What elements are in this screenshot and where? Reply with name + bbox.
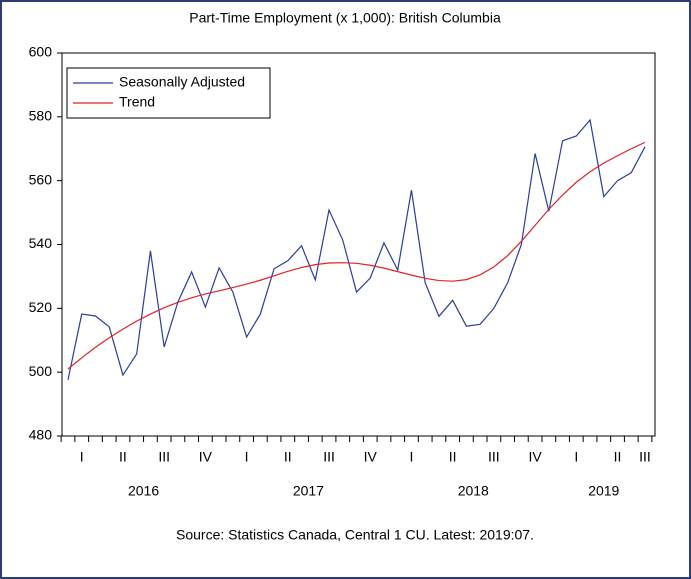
series-line <box>67 118 646 380</box>
chart-title: Part-Time Employment (x 1,000): British … <box>189 10 501 26</box>
source-note: Source: Statistics Canada, Central 1 CU.… <box>176 527 534 543</box>
y-tick-label: 520 <box>29 299 53 315</box>
legend-label: Seasonally Adjusted <box>119 74 245 90</box>
y-tick-label: 500 <box>29 363 53 379</box>
y-tick-label: 580 <box>29 108 53 124</box>
y-tick-label: 480 <box>29 427 53 443</box>
x-tick-label: I <box>245 449 249 465</box>
year-label: 2019 <box>588 483 619 499</box>
x-tick-label: I <box>410 449 414 465</box>
legend-box <box>66 67 271 119</box>
y-tick-label: 600 <box>29 44 53 60</box>
x-tick-label: II <box>119 449 127 465</box>
year-label: 2016 <box>128 483 159 499</box>
x-tick-label: I <box>574 449 578 465</box>
y-tick-label: 560 <box>29 171 53 187</box>
series-line <box>67 141 646 370</box>
x-tick-label: III <box>639 449 651 465</box>
x-tick-label: IV <box>364 449 378 465</box>
x-tick-label: III <box>158 449 170 465</box>
x-tick-label: III <box>323 449 335 465</box>
x-tick-label: I <box>80 449 84 465</box>
legend-label: Trend <box>119 94 155 110</box>
x-tick-label: III <box>488 449 500 465</box>
x-tick-label: II <box>614 449 622 465</box>
x-tick-label: IV <box>199 449 213 465</box>
x-tick-label: II <box>449 449 457 465</box>
year-label: 2018 <box>458 483 489 499</box>
y-tick-label: 540 <box>29 235 53 251</box>
year-label: 2017 <box>293 483 324 499</box>
x-tick-label: IV <box>528 449 542 465</box>
x-tick-label: II <box>284 449 292 465</box>
